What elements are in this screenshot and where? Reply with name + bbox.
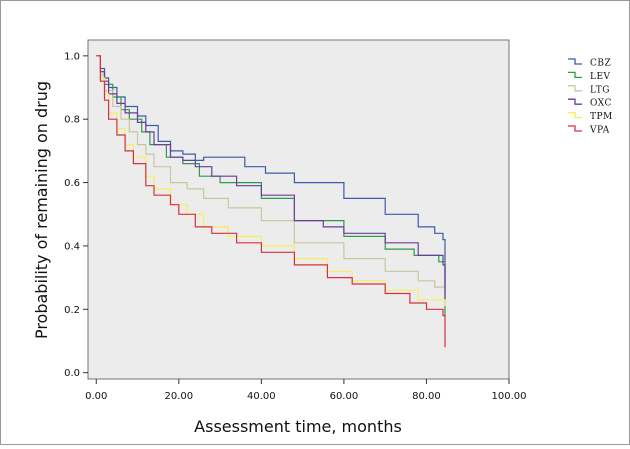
y-tick-label: 0.2 [64, 305, 80, 316]
x-tick-label: 40.00 [247, 391, 276, 402]
survival-curves [96, 55, 446, 348]
legend-swatch [568, 125, 582, 132]
plot-area [87, 39, 510, 380]
series-vpa-curve [96, 55, 446, 348]
series-cbz-curve [96, 55, 446, 291]
legend-swatch [568, 85, 582, 92]
legend-item-lev: LEV [568, 71, 611, 82]
x-tick-label: 80.00 [412, 391, 441, 402]
legend-swatch [568, 71, 582, 79]
y-tick-label: 0.0 [64, 368, 80, 379]
y-tick-label: 0.8 [64, 115, 80, 126]
legend-swatch [568, 98, 582, 105]
legend-label: OXC [590, 99, 612, 109]
y-tick-label: 1.0 [64, 51, 80, 62]
legend-label: LEV [590, 72, 611, 82]
legend-label: CBZ [590, 59, 611, 69]
legend-item-tpm: TPM [568, 111, 613, 122]
legend-label: LTG [590, 85, 610, 95]
legend-item-vpa: VPA [568, 125, 610, 136]
x-tick-label: 0.00 [85, 391, 107, 402]
legend-swatch [568, 111, 582, 119]
y-axis-title: Probability of remaining on drug [32, 81, 51, 339]
y-tick-labels: 0.0 0.2 0.4 0.6 0.8 1.0 [64, 51, 80, 379]
x-tick-label: 20.00 [164, 391, 193, 402]
x-tick-label: 100.00 [492, 391, 527, 402]
y-tick-label: 0.6 [64, 178, 80, 189]
series-oxc-curve [96, 55, 446, 300]
x-tick-label: 60.00 [330, 391, 359, 402]
axis-ticks [83, 55, 510, 384]
legend-item-ltg: LTG [568, 85, 610, 95]
x-axis-title: Assessment time, months [194, 417, 402, 436]
legend-label: VPA [589, 126, 610, 136]
legend-label: TPM [590, 112, 613, 122]
legend: CBZ LEV LTG OXC TPM VPA [568, 58, 613, 136]
x-tick-labels: 0.00 20.00 40.00 60.00 80.00 100.00 [85, 391, 526, 402]
legend-item-oxc: OXC [568, 98, 612, 109]
y-tick-label: 0.4 [64, 241, 80, 252]
legend-item-cbz: CBZ [568, 58, 611, 69]
series-ltg-curve [96, 55, 446, 303]
legend-swatch [568, 58, 582, 65]
